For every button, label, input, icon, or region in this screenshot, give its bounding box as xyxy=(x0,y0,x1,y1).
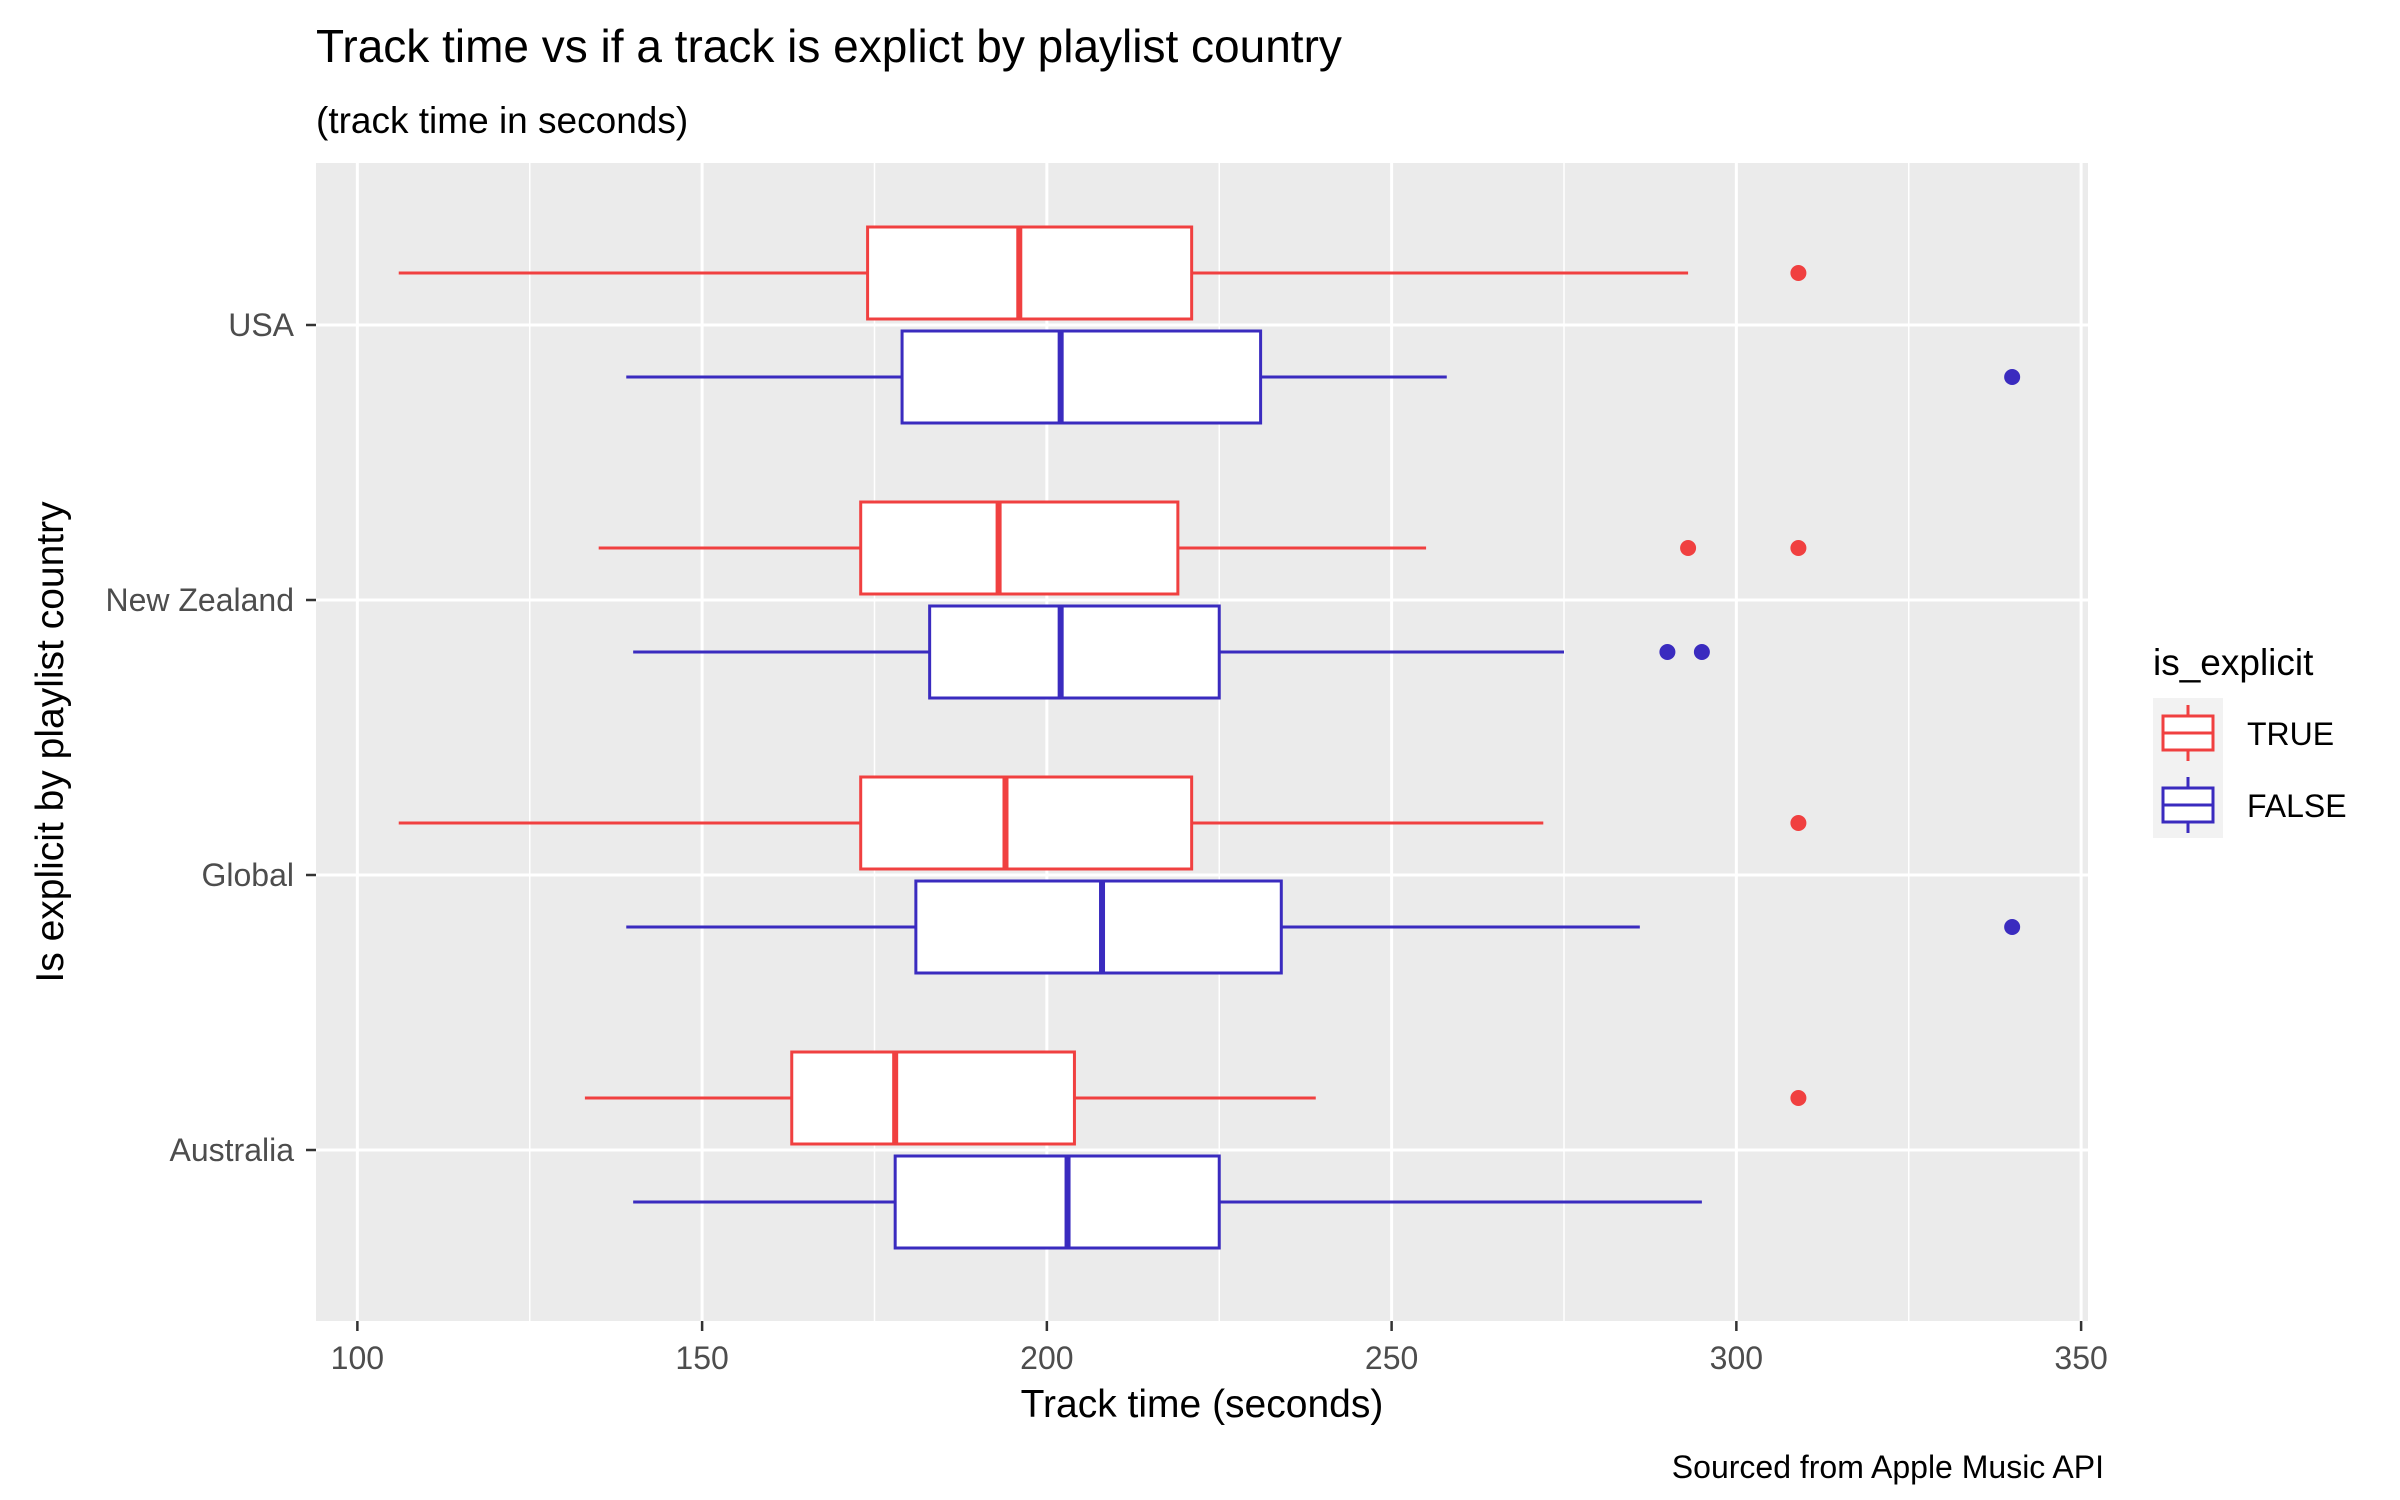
y-axis: USA New Zealand Global Australia xyxy=(105,307,316,1168)
y-tick-label: New Zealand xyxy=(105,582,294,618)
x-axis-title: Track time (seconds) xyxy=(1021,1383,1384,1426)
box xyxy=(900,329,1263,425)
outlier-point xyxy=(2004,919,2021,935)
legend-title: is_explicit xyxy=(2153,642,2314,683)
x-tick-label: 300 xyxy=(1710,1340,1763,1376)
x-tick-label: 200 xyxy=(1020,1340,1073,1376)
x-tick-label: 150 xyxy=(675,1340,728,1376)
legend: is_explicit TRUE FALSE xyxy=(2153,642,2347,838)
outlier-point xyxy=(1659,644,1676,660)
chart-subtitle: (track time in seconds) xyxy=(316,100,688,141)
outlier-point xyxy=(1790,1090,1807,1106)
outlier-point xyxy=(1693,644,1710,660)
y-axis-title: Is explicit by playlist country xyxy=(29,501,72,983)
outlier-point xyxy=(1790,265,1807,281)
box xyxy=(790,1050,1076,1146)
box xyxy=(914,879,1283,975)
box xyxy=(859,775,1194,871)
chart-title: Track time vs if a track is explict by p… xyxy=(316,20,1342,72)
x-tick-label: 100 xyxy=(331,1340,384,1376)
outlier-point xyxy=(1680,540,1697,556)
x-tick-label: 350 xyxy=(2054,1340,2107,1376)
outlier-point xyxy=(2004,369,2021,385)
box xyxy=(893,1154,1221,1250)
outlier-point xyxy=(1790,815,1807,831)
legend-label: FALSE xyxy=(2247,788,2347,824)
y-tick-label: USA xyxy=(228,307,294,343)
box-marks xyxy=(398,225,2021,1250)
chart-caption: Sourced from Apple Music API xyxy=(1672,1449,2104,1485)
y-tick-label: Global xyxy=(202,857,295,893)
legend-label: TRUE xyxy=(2247,716,2334,752)
box xyxy=(928,604,1221,700)
x-tick-label: 250 xyxy=(1365,1340,1418,1376)
box xyxy=(866,225,1194,321)
y-tick-label: Australia xyxy=(170,1132,295,1168)
outlier-point xyxy=(1790,540,1807,556)
box xyxy=(859,500,1180,596)
x-axis: 100 150 200 250 300 350 xyxy=(331,1321,2108,1376)
